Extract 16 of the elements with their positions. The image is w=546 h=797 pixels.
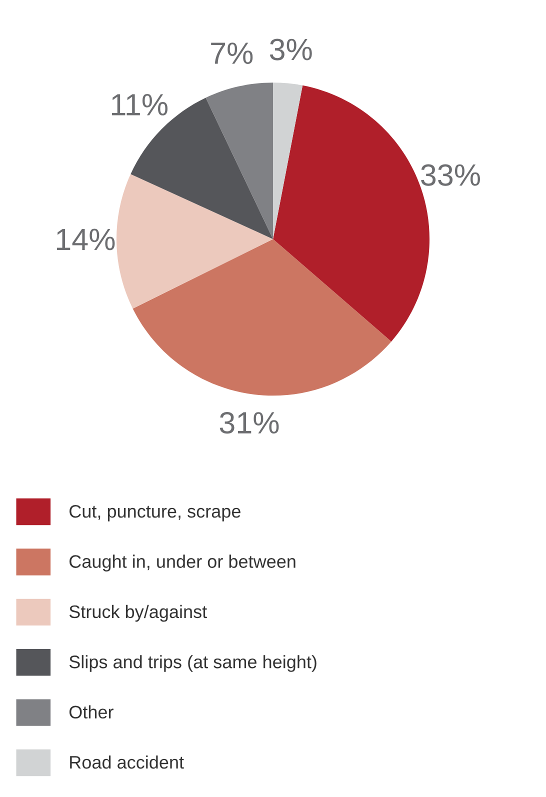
legend-label: Cut, puncture, scrape — [70, 504, 240, 522]
data-label: 11% — [112, 94, 168, 116]
legend-label: Other — [69, 705, 114, 719]
data-label: 33% — [421, 164, 480, 186]
legend-label: Slips and trips (at same height) — [69, 655, 316, 672]
data-label: 31% — [220, 412, 279, 434]
pie-slice — [132, 239, 392, 396]
data-label: 7% — [211, 42, 253, 64]
legend-label: Caught in, under or between — [70, 554, 296, 572]
data-label: 14% — [56, 228, 115, 250]
pie-slice — [116, 174, 273, 309]
data-label: 3% — [270, 38, 312, 60]
legend-label: Struck by/against — [69, 604, 207, 622]
pie-slice — [273, 82, 303, 240]
legend-label: Road accident — [70, 755, 184, 769]
pie-slice — [206, 82, 273, 240]
